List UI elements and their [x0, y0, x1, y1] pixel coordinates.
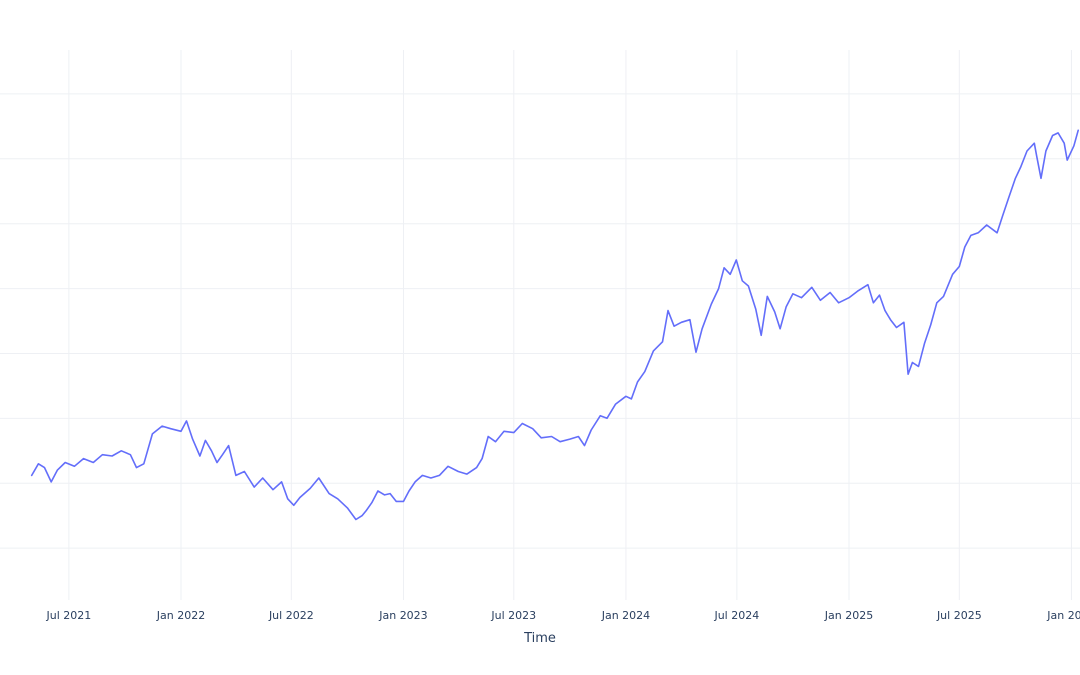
x-tick-label: Jul 2022	[268, 609, 314, 622]
y-gridlines	[0, 93, 1080, 549]
x-tick-label: Jul 2023	[490, 609, 536, 622]
x-tick-label: Jan 2026	[1046, 609, 1080, 622]
series-line	[30, 129, 1079, 521]
x-tick-label: Jul 2024	[713, 609, 759, 622]
x-tick-label: Jul 2025	[936, 609, 982, 622]
series-layer	[30, 129, 1079, 521]
x-gridlines	[68, 50, 1072, 600]
x-tick-label: Jan 2023	[378, 609, 427, 622]
x-tick-label: Jan 2022	[156, 609, 205, 622]
x-axis-ticks: Jul 2021 Jan 2022 Jul 2022 Jan 2023 Jul 2023…	[45, 609, 1080, 622]
x-tick-label: Jul 2021	[45, 609, 91, 622]
x-tick-label: Jan 2024	[601, 609, 650, 622]
x-axis-title: Time	[523, 631, 556, 646]
x-tick-label: Jan 2025	[824, 609, 873, 622]
